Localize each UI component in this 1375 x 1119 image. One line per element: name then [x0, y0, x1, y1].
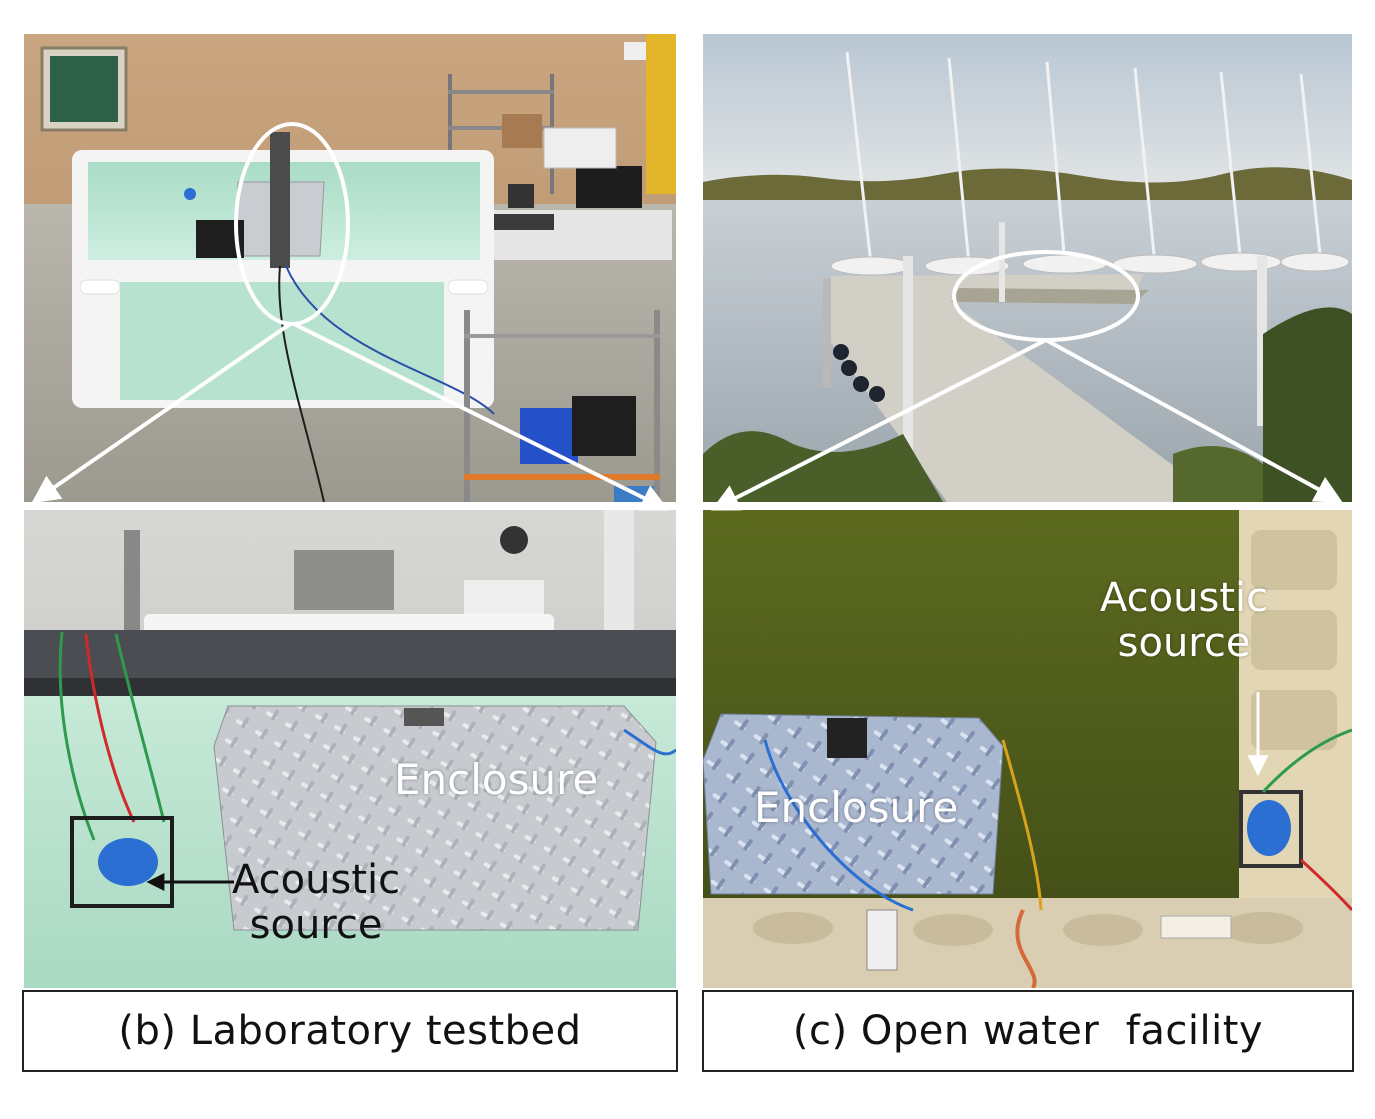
lab-enclosure-label: Enclosure	[394, 755, 599, 804]
open-water-zoom-arrow-right	[1045, 338, 1343, 503]
lab-acoustic-line1: Acoustic	[232, 857, 401, 903]
lab-zoom-arrow-right	[293, 322, 670, 511]
lab-highlight-ellipse	[234, 122, 350, 326]
open-water-closeup-photo	[703, 510, 1352, 988]
lab-zoom-arrow-left	[31, 322, 292, 504]
open-water-overview-photo	[703, 34, 1352, 502]
open-water-highlight-ellipse	[952, 250, 1140, 342]
lab-acoustic-source-label: Acoustic source	[232, 858, 400, 948]
lab-acoustic-line2: source	[249, 901, 383, 948]
lab-caption: (b) Laboratory testbed	[22, 990, 678, 1072]
open-water-acoustic-line1: Acoustic	[1100, 575, 1269, 621]
open-water-acoustic-source-label: Acoustic source	[1100, 576, 1268, 666]
open-water-enclosure-label: Enclosure	[754, 783, 959, 832]
open-water-zoom-arrow-left	[711, 338, 1047, 511]
open-water-acoustic-line2: source	[1117, 619, 1251, 666]
open-water-caption: (c) Open water facility	[702, 990, 1354, 1072]
lab-closeup-photo	[24, 510, 676, 988]
